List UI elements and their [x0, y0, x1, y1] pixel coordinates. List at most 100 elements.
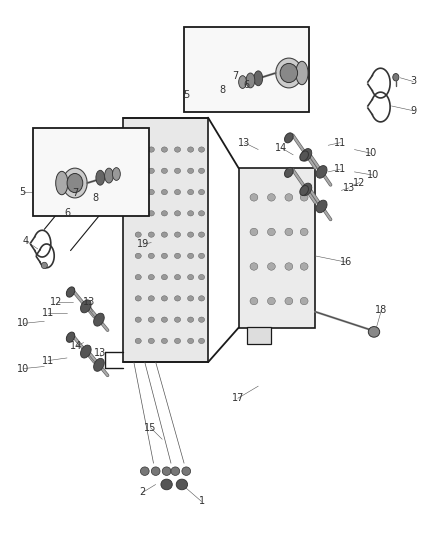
Ellipse shape [148, 232, 154, 237]
Ellipse shape [161, 296, 167, 301]
Ellipse shape [174, 147, 180, 152]
Ellipse shape [250, 193, 258, 201]
Ellipse shape [148, 211, 154, 216]
Text: 16: 16 [340, 257, 353, 267]
Ellipse shape [67, 173, 83, 192]
Ellipse shape [280, 63, 297, 83]
Ellipse shape [96, 170, 105, 185]
Ellipse shape [151, 467, 160, 475]
Ellipse shape [135, 211, 141, 216]
Ellipse shape [148, 253, 154, 259]
Ellipse shape [198, 232, 205, 237]
Ellipse shape [174, 232, 180, 237]
Ellipse shape [198, 168, 205, 173]
Ellipse shape [187, 189, 194, 195]
Text: 11: 11 [42, 308, 54, 318]
Ellipse shape [161, 274, 167, 280]
Text: 13: 13 [343, 183, 355, 193]
Ellipse shape [105, 168, 113, 183]
Ellipse shape [187, 168, 194, 173]
Ellipse shape [187, 296, 194, 301]
Ellipse shape [368, 327, 380, 337]
Ellipse shape [268, 263, 276, 270]
Text: 10: 10 [365, 148, 377, 158]
Ellipse shape [161, 189, 167, 195]
Ellipse shape [285, 263, 293, 270]
Ellipse shape [301, 183, 312, 196]
Ellipse shape [268, 193, 276, 201]
Ellipse shape [66, 287, 75, 297]
Text: 15: 15 [144, 423, 157, 433]
Ellipse shape [187, 317, 194, 322]
Ellipse shape [174, 168, 180, 173]
Ellipse shape [198, 253, 205, 259]
Ellipse shape [285, 297, 293, 305]
Ellipse shape [316, 166, 327, 178]
Text: 14: 14 [70, 341, 82, 351]
Ellipse shape [161, 253, 167, 259]
Ellipse shape [81, 300, 91, 313]
Ellipse shape [393, 74, 399, 81]
Bar [33, 128, 149, 216]
Ellipse shape [161, 479, 172, 490]
Ellipse shape [285, 193, 293, 201]
Ellipse shape [135, 189, 141, 195]
Ellipse shape [174, 317, 180, 322]
Ellipse shape [148, 274, 154, 280]
Ellipse shape [187, 253, 194, 259]
Ellipse shape [250, 297, 258, 305]
Ellipse shape [300, 263, 308, 270]
Text: 18: 18 [375, 305, 388, 315]
Ellipse shape [300, 185, 308, 196]
Ellipse shape [296, 61, 308, 85]
Ellipse shape [187, 147, 194, 152]
Ellipse shape [174, 296, 180, 301]
Text: 10: 10 [17, 364, 29, 374]
Text: 2: 2 [139, 488, 146, 497]
Ellipse shape [198, 338, 205, 344]
Ellipse shape [174, 211, 180, 216]
Ellipse shape [187, 232, 194, 237]
Text: 11: 11 [334, 164, 346, 174]
Ellipse shape [198, 147, 205, 152]
Text: 6: 6 [64, 208, 70, 219]
Ellipse shape [300, 228, 308, 236]
Text: 7: 7 [233, 71, 239, 81]
Ellipse shape [113, 167, 120, 180]
Ellipse shape [285, 133, 293, 143]
Ellipse shape [148, 189, 154, 195]
Ellipse shape [176, 479, 187, 490]
Ellipse shape [41, 262, 47, 269]
Ellipse shape [161, 168, 167, 173]
Ellipse shape [198, 317, 205, 322]
Bar [247, 327, 272, 344]
Ellipse shape [198, 274, 205, 280]
Ellipse shape [148, 147, 154, 152]
Ellipse shape [148, 338, 154, 344]
Ellipse shape [239, 76, 247, 88]
Ellipse shape [246, 73, 255, 88]
Ellipse shape [276, 58, 302, 88]
Ellipse shape [198, 296, 205, 301]
Ellipse shape [135, 253, 141, 259]
Text: 12: 12 [353, 177, 366, 188]
Ellipse shape [285, 228, 293, 236]
Ellipse shape [316, 200, 327, 213]
Ellipse shape [187, 211, 194, 216]
Text: 10: 10 [367, 170, 379, 180]
Ellipse shape [198, 189, 205, 195]
Text: 9: 9 [410, 106, 417, 116]
Ellipse shape [94, 358, 104, 372]
Ellipse shape [56, 171, 68, 195]
Ellipse shape [285, 167, 293, 177]
Ellipse shape [268, 228, 276, 236]
Text: 11: 11 [42, 356, 54, 366]
Ellipse shape [300, 297, 308, 305]
Ellipse shape [141, 467, 149, 475]
Ellipse shape [198, 211, 205, 216]
Ellipse shape [81, 345, 91, 358]
Ellipse shape [148, 317, 154, 322]
Text: 8: 8 [93, 193, 99, 204]
Ellipse shape [161, 338, 167, 344]
Ellipse shape [268, 297, 276, 305]
